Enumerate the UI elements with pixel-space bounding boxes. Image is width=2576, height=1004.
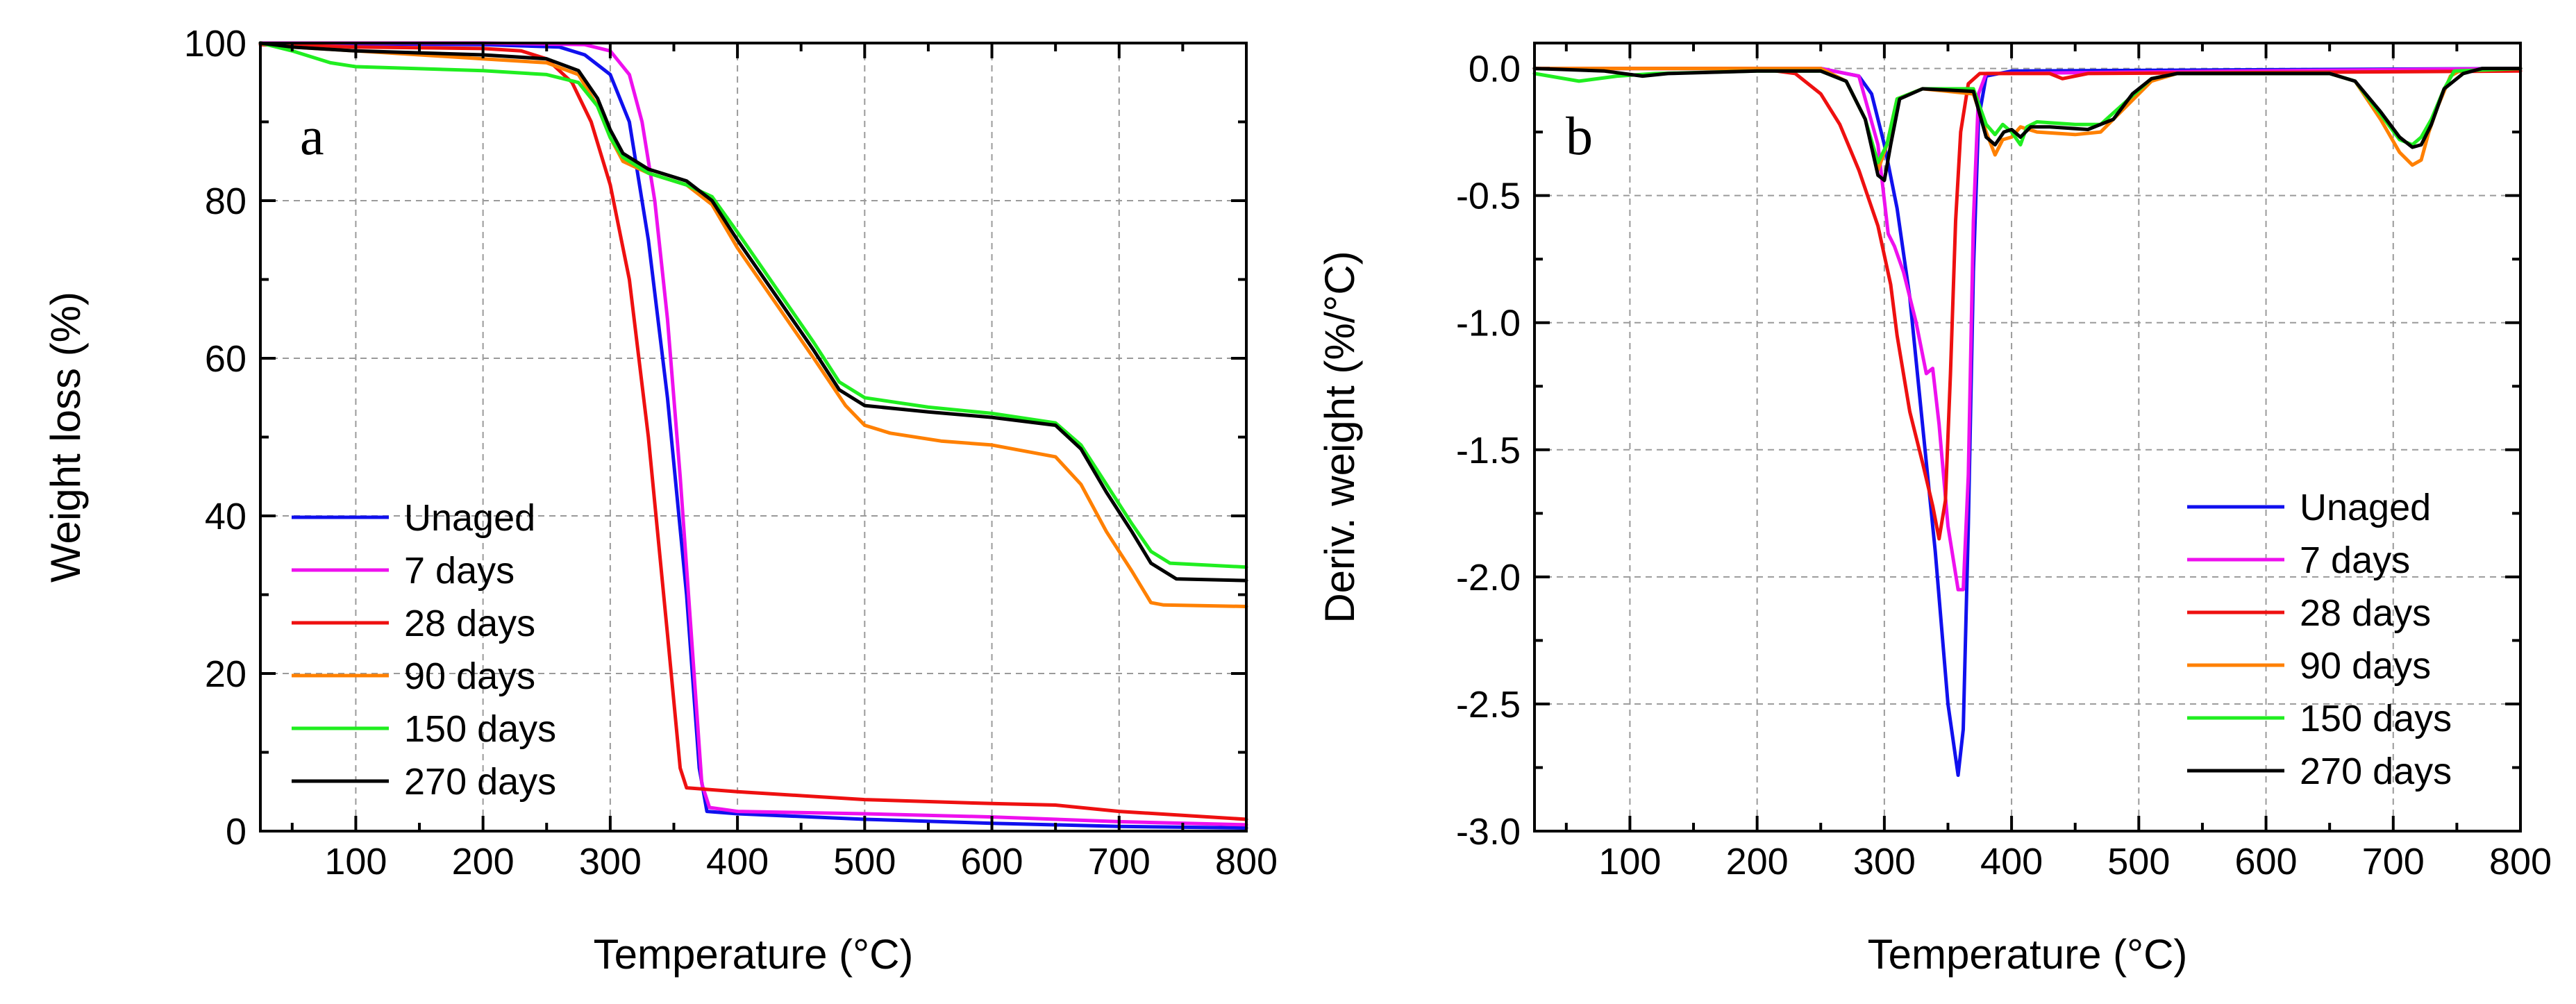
legend-label: 150 days: [404, 708, 556, 750]
y-tick-label: 40: [205, 496, 246, 537]
panel-a-series: [258, 41, 1248, 830]
legend-label: 90 days: [2300, 645, 2431, 687]
series-line-270-days: [258, 41, 1248, 583]
y-tick-label: 60: [205, 338, 246, 380]
y-tick-label: -1.5: [1456, 430, 1521, 471]
panel-b-frame: [1533, 42, 2522, 833]
panel-b-ticks: 100 200 300 400 500 600 700 800 0.0 -0.5 -1.0 -1.5 -…: [1456, 43, 2552, 882]
legend-label: 90 days: [404, 655, 535, 697]
y-tick-label: -2.0: [1456, 557, 1521, 599]
y-tick-label: -1.0: [1456, 303, 1521, 344]
panel-b-grid: [1534, 43, 2520, 831]
x-tick-label: 800: [2489, 841, 2552, 882]
panel-a-letter: a: [300, 106, 324, 166]
series-line-270-days: [1532, 67, 2523, 183]
legend-label: 7 days: [2300, 539, 2410, 581]
series-line-7-days: [1532, 67, 2523, 592]
panel-b-series: [1532, 67, 2523, 777]
y-tick-label: -0.5: [1456, 176, 1521, 217]
panel-b: 100 200 300 400 500 600 700 800 0.0 -0.5 -1.0 -1.5 -…: [1316, 42, 2552, 978]
legend-label: 28 days: [404, 603, 535, 644]
x-tick-label: 300: [1853, 841, 1916, 882]
x-tick-label: 400: [706, 841, 769, 882]
y-tick-label: -2.5: [1456, 684, 1521, 726]
series-line-7-days: [258, 41, 1248, 827]
panel-a-legend: Unaged 7 days 28 days 90 days 150 days 270 da…: [292, 497, 556, 803]
x-tick-label: 500: [833, 841, 896, 882]
panel-a-ticks: 100 200 300 400 500 600 700 800 0 20 40 60 80 100: [184, 23, 1278, 882]
panel-b-letter: b: [1566, 106, 1593, 166]
series-line-28-days: [258, 42, 1248, 821]
y-tick-label: 80: [205, 181, 246, 222]
panel-a-x-axis-title: Temperature (°C): [594, 931, 914, 978]
x-tick-label: 300: [579, 841, 642, 882]
x-tick-label: 700: [1088, 841, 1151, 882]
panel-b-y-axis-title: Deriv. weight (%/°C): [1316, 251, 1363, 623]
y-tick-label: 100: [184, 23, 246, 65]
legend-label: 7 days: [404, 550, 515, 592]
y-tick-label: -3.0: [1456, 811, 1521, 853]
x-tick-label: 600: [960, 841, 1023, 882]
series-line-unaged: [258, 41, 1248, 830]
x-tick-label: 600: [2234, 841, 2297, 882]
x-tick-label: 200: [1726, 841, 1789, 882]
x-tick-label: 700: [2362, 841, 2425, 882]
legend-label: Unaged: [2300, 487, 2431, 528]
legend-label: 270 days: [404, 761, 556, 803]
legend-label: 150 days: [2300, 698, 2452, 739]
x-tick-label: 100: [1598, 841, 1661, 882]
series-line-90-days: [1532, 67, 2523, 172]
series-line-150-days: [258, 41, 1248, 569]
legend-label: 28 days: [2300, 592, 2431, 634]
panel-a: 100 200 300 400 500 600 700 800 0 20 40 60 80 100 Una…: [42, 23, 1278, 978]
y-tick-label: 0: [226, 811, 246, 853]
legend-label: Unaged: [404, 497, 535, 539]
panel-b-legend: Unaged 7 days 28 days 90 days 150 days 270 da…: [2187, 487, 2452, 792]
series-line-150-days: [1532, 67, 2523, 165]
y-tick-label: 0.0: [1469, 49, 1521, 90]
series-line-28-days: [1532, 67, 2523, 541]
x-tick-label: 200: [452, 841, 515, 882]
x-tick-label: 400: [1980, 841, 2043, 882]
panel-a-y-axis-title: Weight loss (%): [42, 292, 89, 583]
series-line-90-days: [258, 41, 1248, 608]
panel-a-grid: [260, 43, 1246, 831]
y-tick-label: 20: [205, 653, 246, 695]
x-tick-label: 500: [2107, 841, 2170, 882]
x-tick-label: 800: [1215, 841, 1278, 882]
x-tick-label: 100: [324, 841, 387, 882]
panel-b-x-axis-title: Temperature (°C): [1868, 931, 2188, 978]
legend-label: 270 days: [2300, 751, 2452, 792]
